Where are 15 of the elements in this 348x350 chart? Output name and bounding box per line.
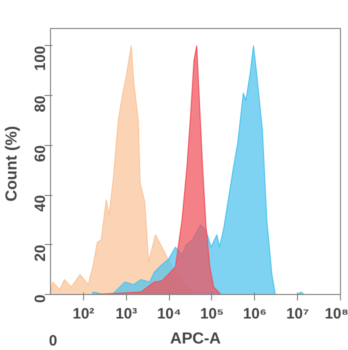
- x-tick-label: 10⁷: [286, 306, 310, 322]
- y-tick-label: 100: [32, 46, 49, 71]
- x-tick-label: 10²: [72, 306, 94, 322]
- x-tick-label: 10⁵: [200, 306, 224, 322]
- x-tick-label: 10⁶: [243, 306, 267, 322]
- y-tick-label: 80: [32, 96, 49, 112]
- x-tick-label: 10³: [115, 306, 138, 322]
- x-axis-title: APC-A: [170, 330, 222, 348]
- y-tick-label: 0: [32, 294, 49, 303]
- y-tick-label: 40: [32, 195, 49, 212]
- y-tick-label: 20: [32, 244, 49, 262]
- x-tick-label: 10⁸: [324, 306, 348, 322]
- y-tick-label: 60: [32, 145, 49, 162]
- y-axis-title: Count (%): [4, 126, 20, 202]
- x-tick-label: 10⁴: [157, 306, 182, 322]
